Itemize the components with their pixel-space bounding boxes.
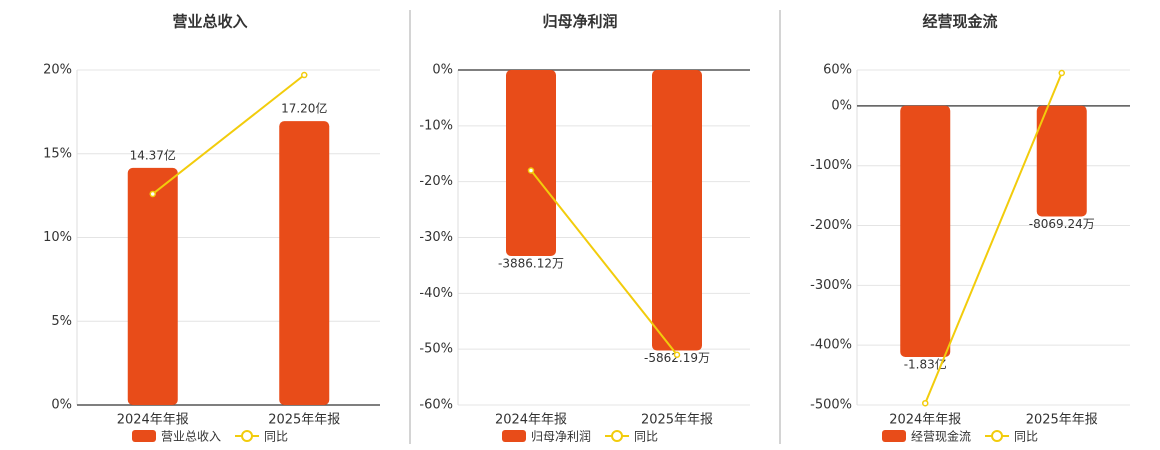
- line: [152, 74, 305, 195]
- bar: [900, 105, 951, 357]
- y-tick-label: 15%: [43, 146, 72, 161]
- line: [924, 72, 1063, 404]
- y-tick-label: 0%: [831, 98, 852, 113]
- legend-swatch: [241, 430, 254, 442]
- chart-title: 经营现金流: [922, 13, 997, 31]
- y-tick-label: -200%: [810, 218, 852, 233]
- x-tick-label: 2024年年报: [117, 413, 189, 428]
- line: [530, 169, 678, 356]
- y-tick-label: -10%: [419, 118, 453, 133]
- line-point: [301, 71, 308, 79]
- bar: [506, 70, 556, 256]
- legend-label: 同比: [1014, 430, 1038, 444]
- y-tick-label: -40%: [419, 286, 453, 301]
- bar: [652, 70, 702, 351]
- y-tick-label: 10%: [43, 230, 72, 245]
- bar-value-label: -5862.19万: [644, 351, 710, 365]
- bar-value-label: -8069.24万: [1029, 217, 1095, 231]
- x-tick-label: 2024年年报: [495, 413, 567, 428]
- line-point: [673, 351, 681, 358]
- line-point: [922, 399, 929, 407]
- y-tick-label: -100%: [810, 158, 852, 173]
- line-point: [149, 190, 156, 198]
- legend-label: 经营现金流: [911, 429, 971, 444]
- x-tick-label: 2025年年报: [1026, 413, 1098, 428]
- y-tick-label: 20%: [43, 63, 72, 78]
- chart-title: 归母净利润: [542, 13, 617, 31]
- bar: [127, 167, 178, 405]
- legend-swatch: [132, 430, 156, 442]
- y-tick-label: 60%: [823, 63, 852, 78]
- legend-swatch: [991, 430, 1004, 442]
- y-tick-label: 5%: [51, 314, 72, 329]
- legend-label: 同比: [634, 430, 658, 444]
- y-tick-label: -20%: [419, 174, 453, 189]
- bar-value-label: -3886.12万: [498, 256, 564, 270]
- line-point: [1058, 69, 1065, 77]
- bar-value-label: -1.83亿: [904, 356, 947, 371]
- x-tick-label: 2025年年报: [641, 413, 713, 428]
- legend-swatch: [502, 430, 526, 442]
- legend-swatch: [611, 430, 624, 442]
- bar-value-label: 14.37亿: [130, 147, 176, 162]
- y-tick-label: 0%: [432, 63, 453, 78]
- y-tick-label: -400%: [810, 338, 852, 353]
- x-tick-label: 2024年年报: [889, 413, 961, 428]
- chart-title: 营业总收入: [172, 13, 247, 31]
- line-point: [527, 167, 535, 174]
- legend-label: 归母净利润: [531, 430, 591, 444]
- legend-label: 同比: [264, 430, 288, 444]
- y-tick-label: -50%: [419, 342, 453, 357]
- y-tick-label: -60%: [419, 398, 453, 413]
- bar: [279, 121, 330, 405]
- x-tick-label: 2025年年报: [268, 413, 340, 428]
- y-tick-label: 0%: [51, 398, 72, 413]
- legend-swatch: [882, 430, 906, 442]
- y-tick-label: -30%: [419, 230, 453, 245]
- y-tick-label: -500%: [810, 398, 852, 413]
- bar: [1036, 105, 1087, 217]
- bar-value-label: 17.20亿: [281, 101, 327, 116]
- y-tick-label: -300%: [810, 278, 852, 293]
- legend-label: 营业总收入: [161, 430, 221, 444]
